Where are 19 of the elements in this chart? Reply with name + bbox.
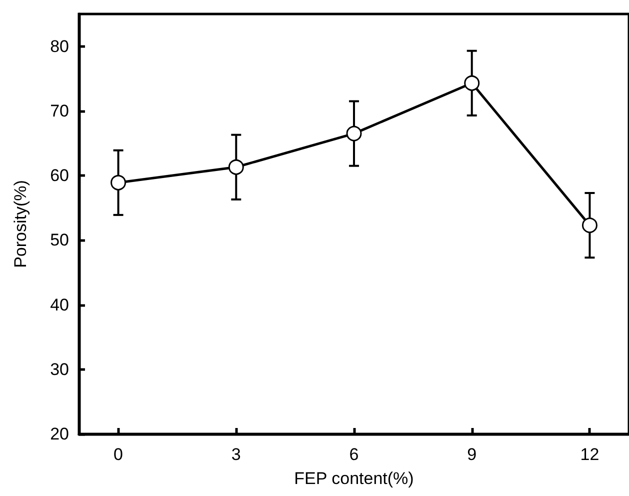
y-axis-title: Porosity(%) xyxy=(11,180,30,268)
y-tick-label: 30 xyxy=(50,360,69,379)
x-tick-label: 0 xyxy=(114,445,124,464)
x-tick-label: 12 xyxy=(580,445,600,464)
point xyxy=(582,218,598,234)
y-tick-label: 20 xyxy=(50,424,69,444)
point xyxy=(110,174,126,190)
point xyxy=(346,126,362,142)
y-tick-label: 50 xyxy=(50,230,69,250)
y-tick-label: 60 xyxy=(50,166,69,186)
x-axis-title: FEP content(%) xyxy=(294,469,414,488)
y-tick-label: 40 xyxy=(50,295,69,314)
x-tick-label: 6 xyxy=(349,445,359,464)
point xyxy=(464,75,480,91)
y-tick-label: 80 xyxy=(50,36,69,56)
point xyxy=(228,159,244,175)
x-tick-label: 3 xyxy=(231,445,241,464)
x-tick-label: 9 xyxy=(467,445,477,464)
y-tick-label: 70 xyxy=(50,101,69,120)
